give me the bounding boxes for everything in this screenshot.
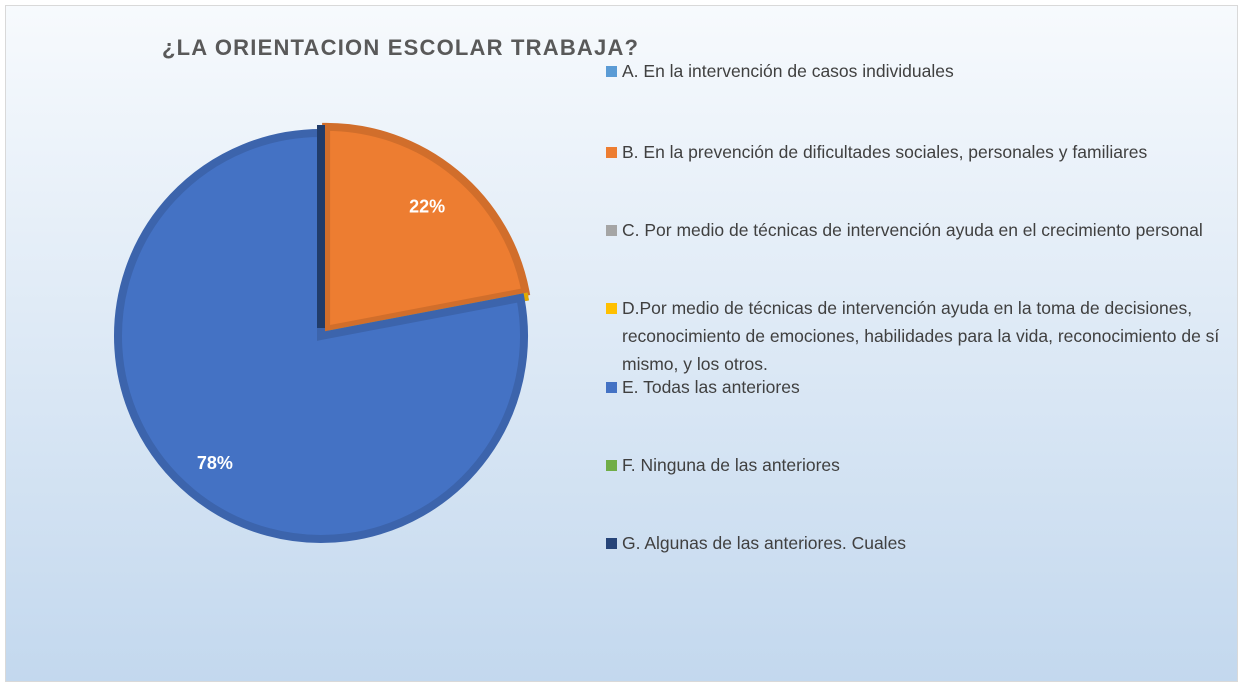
data-label: 78% — [197, 453, 233, 473]
legend-swatch — [606, 147, 617, 158]
legend-item: C. Por medio de técnicas de intervención… — [606, 216, 1243, 244]
legend-label: A. En la intervención de casos individua… — [622, 61, 954, 81]
legend-label: F. Ninguna de las anteriores — [622, 455, 840, 475]
legend-item: E. Todas las anteriores — [606, 373, 1243, 401]
legend-label: G. Algunas de las anteriores. Cuales — [622, 533, 907, 553]
legend-item: G. Algunas de las anteriores. Cuales — [606, 529, 1243, 557]
legend-swatch — [606, 538, 617, 549]
legend-label: E. Todas las anteriores — [622, 377, 800, 397]
data-label: 22% — [409, 196, 445, 216]
legend-swatch — [606, 225, 617, 236]
legend-swatch — [606, 303, 617, 314]
pie-slice — [114, 128, 528, 543]
legend-item: B. En la prevención de dificultades soci… — [606, 138, 1243, 166]
legend-label: B. En la prevención de dificultades soci… — [622, 142, 1148, 162]
legend-label: D.Por medio de técnicas de intervención … — [622, 298, 1220, 374]
legend-label: C. Por medio de técnicas de intervención… — [622, 220, 1203, 240]
legend-swatch — [606, 382, 617, 393]
legend-item: F. Ninguna de las anteriores — [606, 451, 1243, 479]
chart-title: ¿LA ORIENTACION ESCOLAR TRABAJA? — [162, 35, 639, 60]
legend-item: A. En la intervención de casos individua… — [606, 57, 1243, 85]
legend-item: D.Por medio de técnicas de intervención … — [606, 294, 1243, 378]
pie-slice — [322, 122, 531, 335]
legend-swatch — [606, 66, 617, 77]
legend-swatch — [606, 460, 617, 471]
